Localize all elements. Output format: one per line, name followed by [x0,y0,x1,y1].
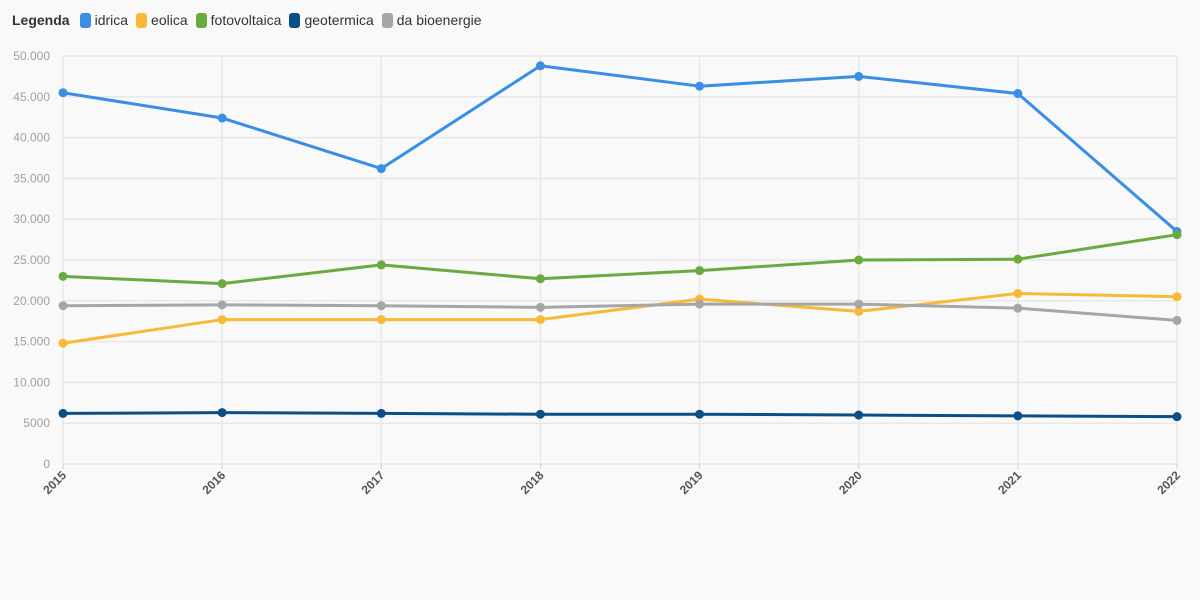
legend-item-idrica[interactable]: idrica [79,12,129,28]
x-tick-label: 2018 [518,468,547,497]
data-point-idrica[interactable] [217,113,227,123]
data-point-da-bioenergie[interactable] [1013,303,1023,313]
data-point-eolica[interactable] [58,338,68,348]
data-point-eolica[interactable] [854,306,864,316]
x-tick-label: 2020 [836,468,865,497]
legend-label-da-bioenergie: da bioenergie [396,12,482,28]
series-line-idrica[interactable] [61,64,1179,233]
data-point-fotovoltaica[interactable] [535,274,545,284]
data-point-da-bioenergie[interactable] [854,299,864,309]
y-tick-label: 15.000 [13,335,50,349]
data-point-idrica[interactable] [376,164,386,174]
data-point-fotovoltaica[interactable] [376,260,386,270]
legend-swatch-da-bioenergie [381,12,393,28]
data-point-fotovoltaica[interactable] [217,279,227,289]
legend-title: Legenda [12,12,70,28]
data-point-geotermica[interactable] [58,408,68,418]
y-tick-label: 30.000 [13,212,50,226]
y-tick-label: 35.000 [13,171,50,185]
legend-item-da-bioenergie[interactable]: da bioenergie [381,12,482,28]
series-line-geotermica[interactable] [61,411,1179,419]
series-line-fotovoltaica[interactable] [61,233,1179,286]
data-point-idrica[interactable] [535,61,545,71]
legend-label-eolica: eolica [151,12,188,28]
data-point-eolica[interactable] [1172,292,1182,302]
legend-label-geotermica: geotermica [304,12,374,28]
data-point-da-bioenergie[interactable] [535,302,545,312]
data-point-da-bioenergie[interactable] [58,301,68,311]
data-point-fotovoltaica[interactable] [1172,230,1182,240]
data-point-geotermica[interactable] [695,409,705,419]
y-tick-label: 5000 [23,416,50,430]
x-tick-label: 2022 [1154,468,1183,497]
legend-item-geotermica[interactable]: geotermica [289,12,374,28]
data-point-eolica[interactable] [217,315,227,325]
series-line-eolica[interactable] [61,291,1179,345]
data-point-eolica[interactable] [1013,288,1023,298]
data-point-eolica[interactable] [535,315,545,325]
data-point-idrica[interactable] [695,81,705,91]
data-point-fotovoltaica[interactable] [695,266,705,276]
data-point-fotovoltaica[interactable] [58,271,68,281]
y-axis-ticks: 0 5000 10.000 15.000 20.000 25.000 30.000 35.00… [13,49,50,471]
y-tick-label: 20.000 [13,294,50,308]
y-tick-label: 0 [43,457,50,471]
y-tick-label: 50.000 [13,49,50,63]
data-point-da-bioenergie[interactable] [217,300,227,310]
data-point-geotermica[interactable] [854,410,864,420]
legend-item-fotovoltaica[interactable]: fotovoltaica [195,12,282,28]
x-tick-label: 2016 [199,468,228,497]
legend-label-idrica: idrica [94,12,129,28]
y-tick-label: 45.000 [13,90,50,104]
chart-legend: Legenda idrica eolica fotovoltaica geote… [12,12,482,28]
y-tick-label: 10.000 [13,375,50,389]
legend-item-eolica[interactable]: eolica [136,12,188,28]
chart-grid [62,55,1178,469]
legend-label-fotovoltaica: fotovoltaica [210,12,282,28]
data-point-da-bioenergie[interactable] [695,299,705,309]
data-point-idrica[interactable] [854,71,864,81]
data-point-idrica[interactable] [1013,89,1023,99]
y-tick-label: 40.000 [13,131,50,145]
x-axis-ticks: 2015 2016 2017 2018 2019 2020 2021 2022 [40,468,1183,497]
data-point-idrica[interactable] [58,88,68,98]
x-tick-label: 2015 [40,468,69,497]
data-point-fotovoltaica[interactable] [854,255,864,265]
data-point-geotermica[interactable] [535,409,545,419]
data-point-da-bioenergie[interactable] [1172,315,1182,325]
data-point-fotovoltaica[interactable] [1013,254,1023,264]
data-point-geotermica[interactable] [376,408,386,418]
data-point-da-bioenergie[interactable] [376,301,386,311]
legend-swatch-idrica [79,12,91,28]
x-tick-label: 2021 [995,468,1024,497]
x-tick-label: 2019 [677,468,706,497]
series-points [58,61,1182,422]
data-point-geotermica[interactable] [1013,411,1023,421]
data-point-eolica[interactable] [376,315,386,325]
y-tick-label: 25.000 [13,253,50,267]
data-point-geotermica[interactable] [1172,412,1182,422]
legend-swatch-eolica [136,12,148,28]
data-point-geotermica[interactable] [217,408,227,418]
series-line-da-bioenergie[interactable] [61,302,1179,322]
x-tick-label: 2017 [359,468,388,497]
series-lines [61,64,1179,419]
legend-swatch-fotovoltaica [195,12,207,28]
legend-swatch-geotermica [289,12,301,28]
